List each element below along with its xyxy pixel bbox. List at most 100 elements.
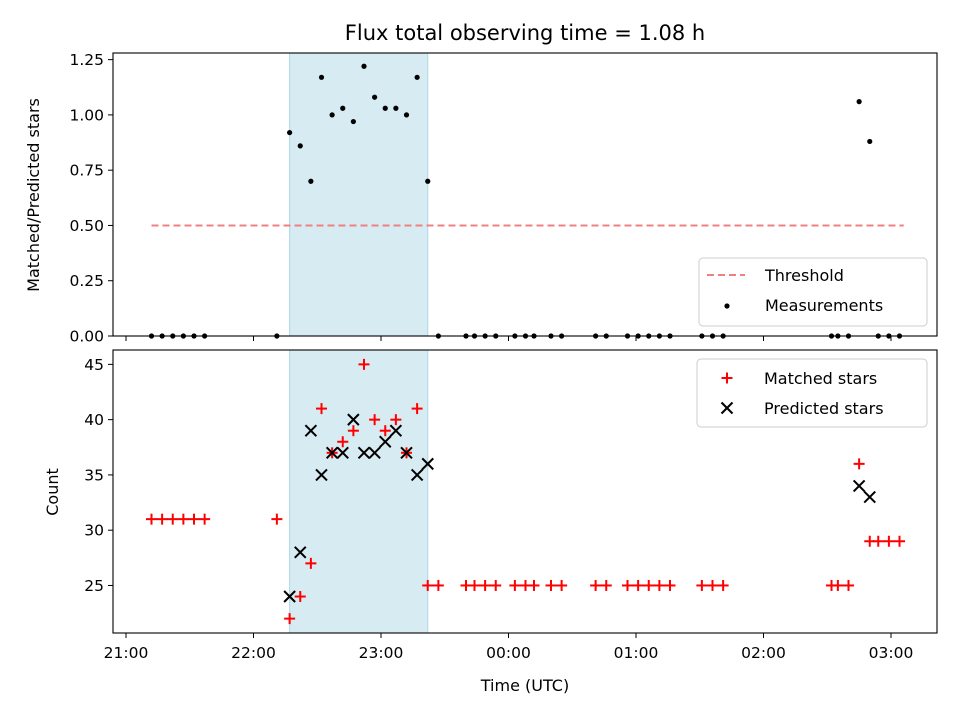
predicted-star-point-b: [389, 424, 403, 437]
bottom-y-axis-label: Count: [43, 468, 62, 516]
measurement-point: [287, 129, 293, 136]
predicted-star-point-b: [325, 446, 339, 460]
predicted-star-point: [863, 490, 876, 504]
predicted-star-point: [357, 446, 371, 460]
measurement-point: [297, 143, 303, 149]
measurement-point: [867, 138, 873, 145]
measurement-point: [393, 105, 399, 111]
legend-matched-swatch: [721, 372, 733, 384]
matched-star-point: [284, 613, 296, 625]
predicted-star-point-b: [357, 446, 371, 460]
predicted-star-point-b: [283, 590, 296, 603]
matched-star-point: [632, 579, 644, 591]
bottom-x-tick-label: 22:00: [231, 644, 276, 662]
bottom-y-tick-label: 30: [84, 522, 104, 540]
predicted-star-point: [400, 446, 413, 460]
matched-star-point: [545, 579, 557, 591]
matched-star-point: [294, 591, 306, 603]
measurement-point: [318, 74, 325, 80]
legend-predicted-swatch: [720, 401, 734, 415]
predicted-star-point: [389, 424, 403, 437]
matched-star-point: [432, 579, 444, 591]
measurement-point: [403, 112, 410, 118]
predicted-star-point: [294, 546, 307, 559]
measurement-point: [350, 118, 356, 125]
predicted-star-point-b: [304, 424, 318, 437]
matched-star-point: [832, 579, 844, 591]
bottom-x-tick-label: 01:00: [614, 644, 659, 662]
matched-star-point: [509, 579, 521, 591]
bottom-observing-window: [289, 349, 429, 634]
bottom-x-tick-label: 02:00: [741, 644, 786, 662]
matched-star-point: [664, 579, 676, 591]
bottom-x-tick-label: 23:00: [359, 644, 404, 662]
matched-star-point: [188, 513, 200, 525]
matched-star-point: [653, 579, 665, 591]
top-y-tick-label: 0.00: [69, 328, 104, 346]
predicted-star-point-b: [336, 446, 349, 460]
matched-star-point: [600, 579, 612, 591]
legend-measurements-swatch: [724, 303, 730, 309]
measurement-point: [856, 99, 862, 105]
matched-star-point: [707, 579, 718, 591]
bottom-y-tick-label: 25: [84, 577, 104, 595]
x-axis-label: Time (UTC): [480, 676, 569, 695]
matched-star-point: [696, 579, 708, 591]
bottom-y-tick-label: 45: [84, 356, 104, 374]
matched-star-point: [156, 513, 168, 525]
matched-star-point: [347, 425, 359, 437]
top-legend-box: [698, 257, 928, 327]
matched-star-point: [479, 579, 491, 591]
matched-star-point: [590, 579, 602, 591]
measurement-point: [382, 105, 388, 111]
top-observing-window: [289, 52, 429, 337]
matched-star-point: [337, 436, 349, 448]
predicted-star-point: [304, 424, 318, 437]
matched-star-point: [358, 358, 370, 370]
matched-star-point: [146, 513, 157, 525]
predicted-star-point-b: [410, 468, 424, 482]
matched-star-point: [490, 579, 502, 591]
top-y-tick-label: 1.00: [69, 106, 104, 124]
legend-predicted-swatch-b: [720, 401, 734, 415]
top-y-tick-label: 0.50: [69, 217, 104, 235]
matched-star-point: [411, 403, 423, 415]
bottom-x-tick-label: 00:00: [486, 644, 531, 662]
predicted-star-point: [347, 413, 360, 426]
bottom-x-tick-label: 21:00: [104, 644, 149, 662]
matched-star-point: [177, 513, 189, 525]
matched-star-point: [556, 579, 568, 591]
predicted-star-point: [410, 468, 424, 482]
measurement-point: [329, 112, 335, 118]
predicted-star-point-b: [421, 457, 434, 471]
measurement-point: [372, 94, 378, 100]
predicted-star-point-b: [347, 413, 360, 426]
predicted-star-point-b: [852, 479, 866, 493]
predicted-star-point: [315, 468, 328, 482]
predicted-star-point-b: [863, 490, 876, 504]
top-y-axis-label: Matched/Predicted stars: [24, 98, 43, 292]
matched-star-point: [305, 557, 317, 569]
measurement-point: [425, 178, 431, 184]
bottom-y-tick-label: 40: [84, 411, 104, 429]
legend-matched-label: Matched stars: [764, 369, 877, 388]
predicted-star-point: [336, 446, 349, 460]
matched-star-point: [883, 535, 895, 547]
predicted-star-point: [283, 590, 296, 603]
measurement-point: [340, 105, 346, 111]
top-axes-frame: [112, 52, 938, 337]
matched-star-point: [853, 458, 865, 470]
bottom-y-tick-label: 35: [84, 466, 104, 484]
top-y-tick-label: 0.75: [69, 162, 104, 180]
bottom-x-tick-label: 03:00: [869, 644, 914, 662]
predicted-star-point: [379, 435, 392, 448]
matched-star-point: [369, 414, 381, 426]
measurement-point: [361, 63, 367, 69]
legend-predicted-label: Predicted stars: [764, 399, 884, 418]
top-y-tick-label: 0.25: [69, 272, 104, 290]
measurement-point: [308, 178, 314, 184]
predicted-star-point-b: [294, 546, 307, 559]
predicted-star-point-b: [368, 446, 381, 460]
matched-star-point: [872, 535, 884, 547]
top-y-tick-label: 1.25: [69, 51, 104, 69]
